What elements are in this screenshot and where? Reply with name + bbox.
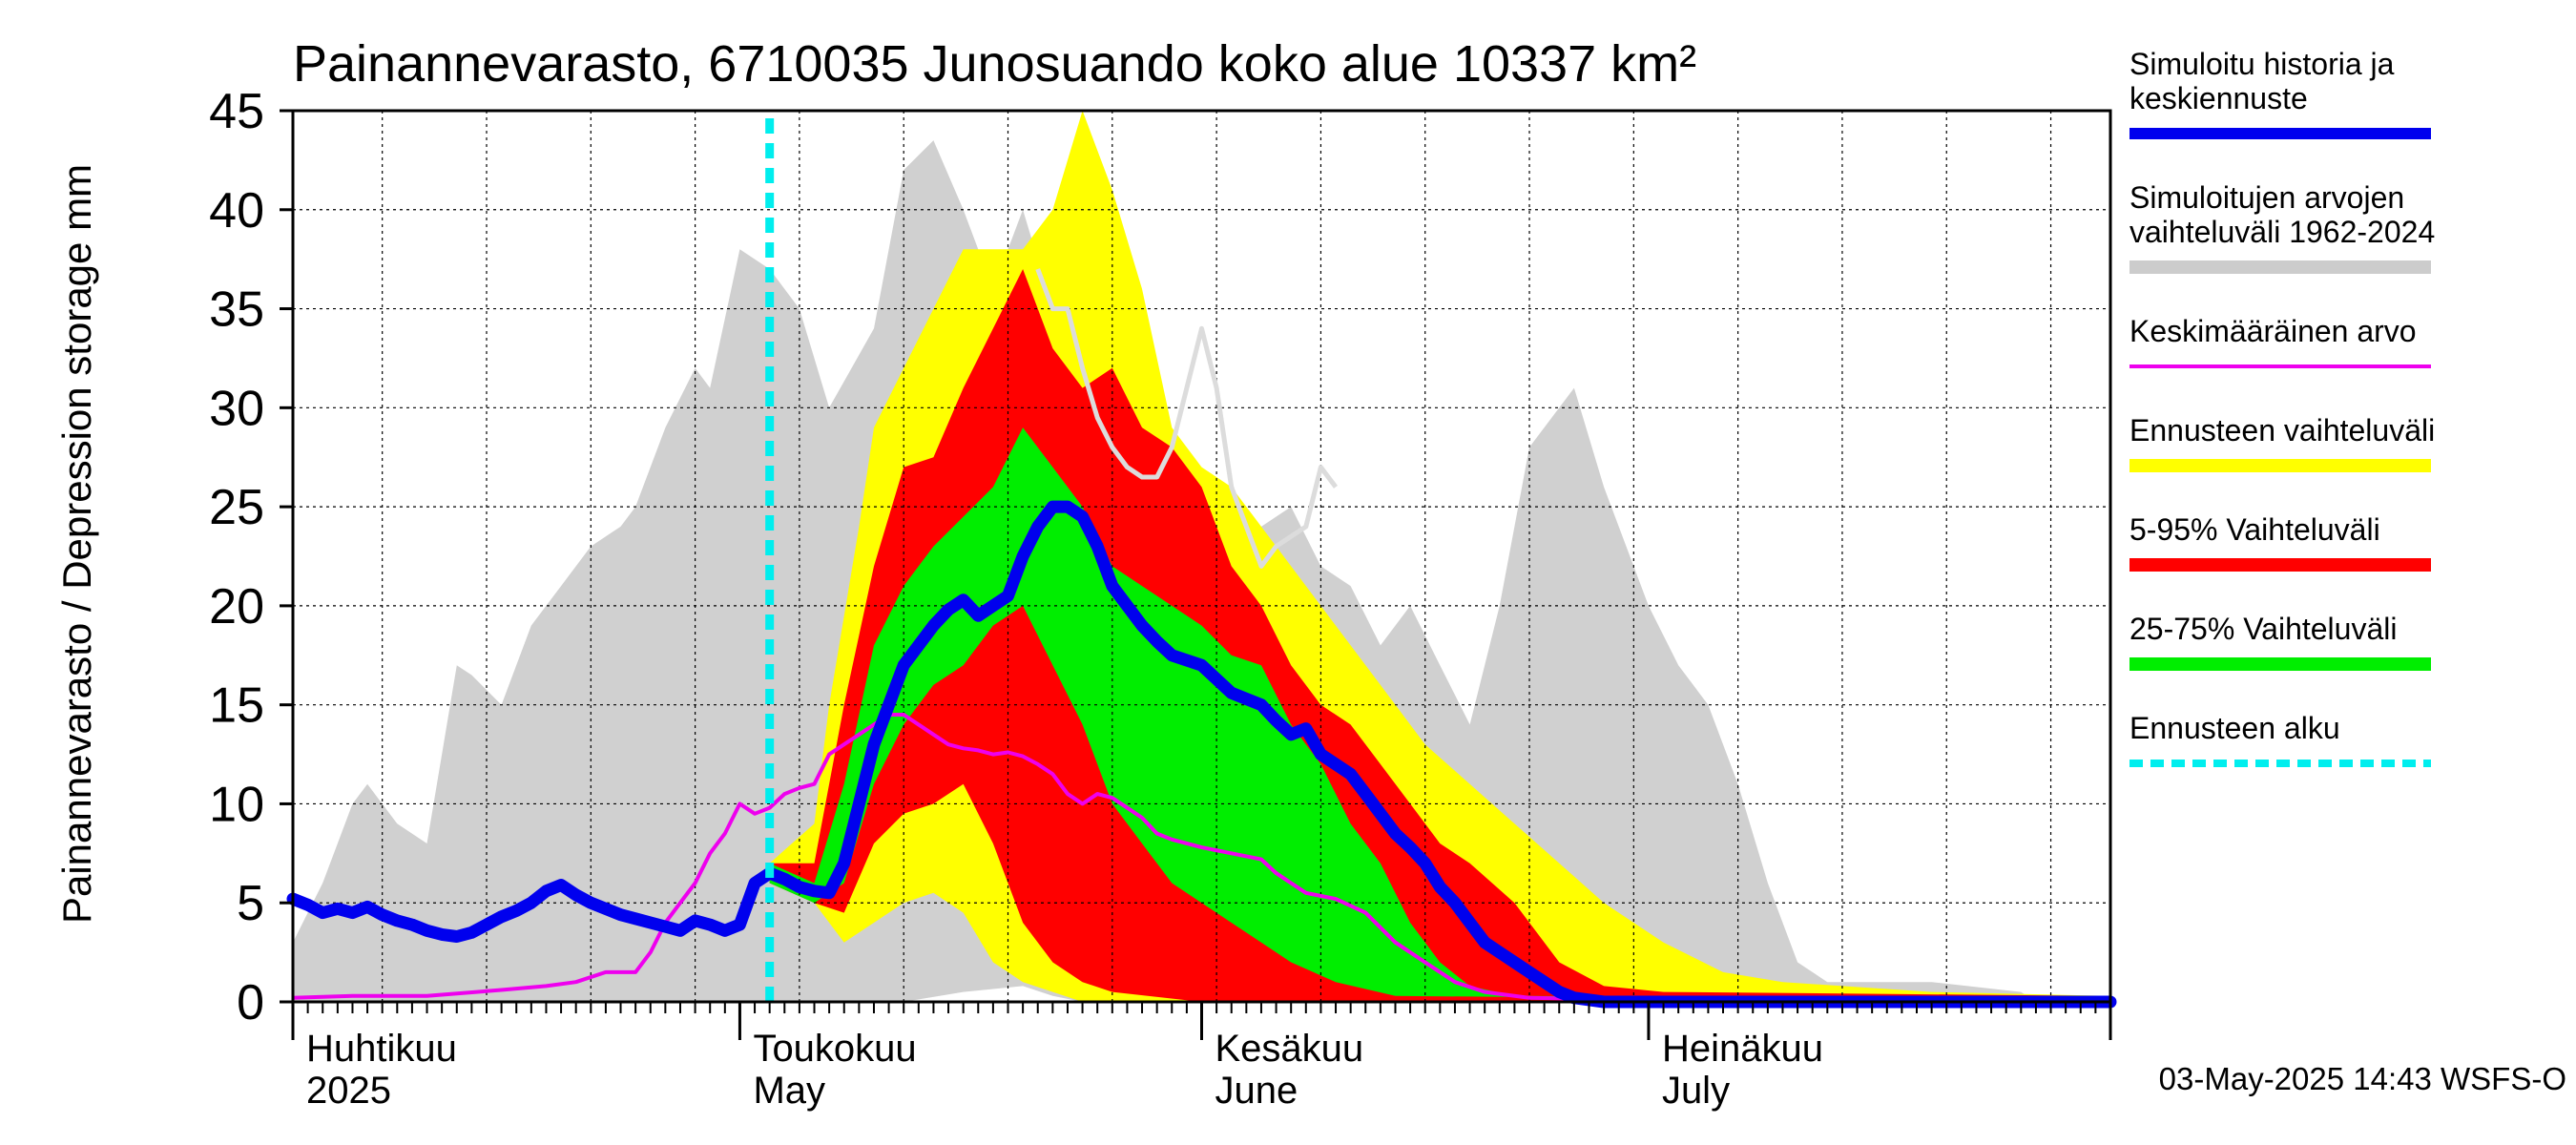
x-month-label-en: May	[753, 1070, 825, 1112]
y-axis-label: Painannevarasto / Depression storage mm	[54, 164, 99, 924]
x-month-label-en: July	[1662, 1070, 1730, 1112]
legend-label-line: Simuloitu historia ja	[2129, 47, 2395, 81]
legend-label-line: 25-75% Vaihteluväli	[2129, 612, 2397, 646]
y-tick-label: 0	[237, 975, 264, 1030]
y-tick-label: 35	[209, 282, 264, 338]
legend-label: 5-95% Vaihteluväli	[2129, 512, 2380, 547]
x-month-label-fi: Huhtikuu	[306, 1028, 457, 1070]
legend-label-line: Keskimääräinen arvo	[2129, 314, 2417, 348]
x-month-label-fi: Heinäkuu	[1662, 1028, 1823, 1070]
mean-value-line	[292, 713, 2110, 1002]
y-tick-label: 40	[209, 183, 264, 239]
line-layer	[286, 118, 2117, 1009]
y-tick-label: 25	[209, 480, 264, 535]
y-tick-label: 30	[209, 381, 264, 436]
legend-label-line: vaihteluväli 1962-2024	[2129, 215, 2435, 249]
legend-label-line: Ennusteen alku	[2129, 711, 2340, 745]
legend-label: 25-75% Vaihteluväli	[2129, 612, 2397, 646]
grid-layer	[293, 110, 2110, 1002]
y-tick-label: 10	[209, 777, 264, 832]
x-month-label-en: 2025	[306, 1070, 391, 1112]
legend-label: Simuloitu historia ja keskiennuste	[2129, 47, 2395, 115]
footer-timestamp: 03-May-2025 14:43 WSFS-O	[2159, 1061, 2566, 1096]
legend-label-line: Ennusteen vaihteluväli	[2129, 413, 2435, 448]
legend-label: Keskimääräinen arvo	[2129, 314, 2417, 348]
legend-label-line: 5-95% Vaihteluväli	[2129, 512, 2380, 547]
legend-label: Simuloitujen arvojen vaihteluväli 1962-20…	[2129, 180, 2435, 249]
y-tick-label: 15	[209, 678, 264, 734]
y-tick-label: 5	[237, 876, 264, 931]
band-layer	[293, 111, 2111, 1003]
legend-label-line: keskiennuste	[2129, 81, 2308, 115]
legend-label: Ennusteen vaihteluväli	[2129, 413, 2435, 448]
y-tick-label: 20	[209, 579, 264, 635]
chart-title: Painannevarasto, 6710035 Junosuando koko…	[293, 35, 1696, 93]
p5-95-band	[769, 269, 2111, 1002]
simulated-median-line	[286, 500, 2117, 1009]
legend: Simuloitu historia ja keskiennusteSimuloi…	[2129, 47, 2435, 767]
axes-layer: 051015202530354045Huhtikuu2025ToukokuuMa…	[209, 84, 2112, 1112]
legend-label: Ennusteen alku	[2129, 711, 2340, 745]
x-month-label-fi: Toukokuu	[753, 1028, 916, 1070]
historical-max-line	[1035, 268, 1339, 569]
x-month-label-en: June	[1215, 1070, 1298, 1112]
legend-label-line: Simuloitujen arvojen	[2129, 180, 2404, 215]
y-tick-label: 45	[209, 84, 264, 139]
x-month-label-fi: Kesäkuu	[1215, 1028, 1364, 1070]
